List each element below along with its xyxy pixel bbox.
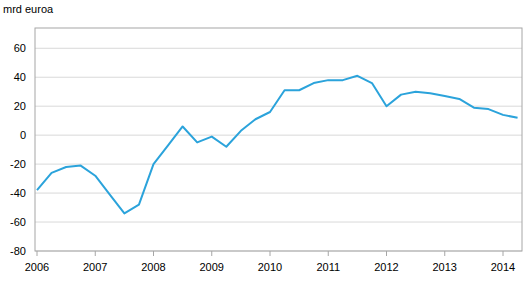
y-axis-label: mrd euroa (3, 3, 54, 15)
x-tick (270, 251, 271, 256)
x-tick-label: 2008 (141, 261, 165, 273)
x-tick (153, 251, 154, 256)
x-tick-label: 2006 (25, 261, 49, 273)
y-tick-label: 0 (20, 129, 26, 141)
x-tick (386, 251, 387, 256)
chart: -80 -60 -40 -20 0 20 40 60 2006 2007 2008 2009 2010 2… (0, 0, 529, 302)
x-tick-label: 2009 (200, 261, 224, 273)
y-tick-label: -60 (10, 216, 26, 228)
plot-area (37, 76, 518, 214)
x-tick-label: 2014 (491, 261, 515, 273)
x-tick-label: 2012 (374, 261, 398, 273)
y-tick-label: -20 (10, 158, 26, 170)
x-tick-label: 2007 (83, 261, 107, 273)
grid-line (35, 222, 522, 223)
plot-frame (35, 28, 522, 251)
y-tick-label: -40 (10, 187, 26, 199)
grid-line (35, 106, 522, 107)
x-tick (95, 251, 96, 256)
data-line (37, 76, 518, 214)
y-tick-label: -80 (10, 245, 26, 257)
grid-line (35, 48, 522, 49)
x-tick (328, 251, 329, 256)
x-tick (211, 251, 212, 256)
x-tick (444, 251, 445, 256)
grid-line (35, 77, 522, 78)
x-tick-label: 2010 (258, 261, 282, 273)
x-tick (37, 251, 38, 256)
x-tick-label: 2013 (433, 261, 457, 273)
y-tick-label: 20 (14, 100, 26, 112)
grid-line (35, 164, 522, 165)
y-tick-label: 60 (14, 42, 26, 54)
x-tick-label: 2011 (316, 261, 340, 273)
x-tick (503, 251, 504, 256)
y-tick-label: 40 (14, 71, 26, 83)
grid-line (35, 135, 522, 136)
